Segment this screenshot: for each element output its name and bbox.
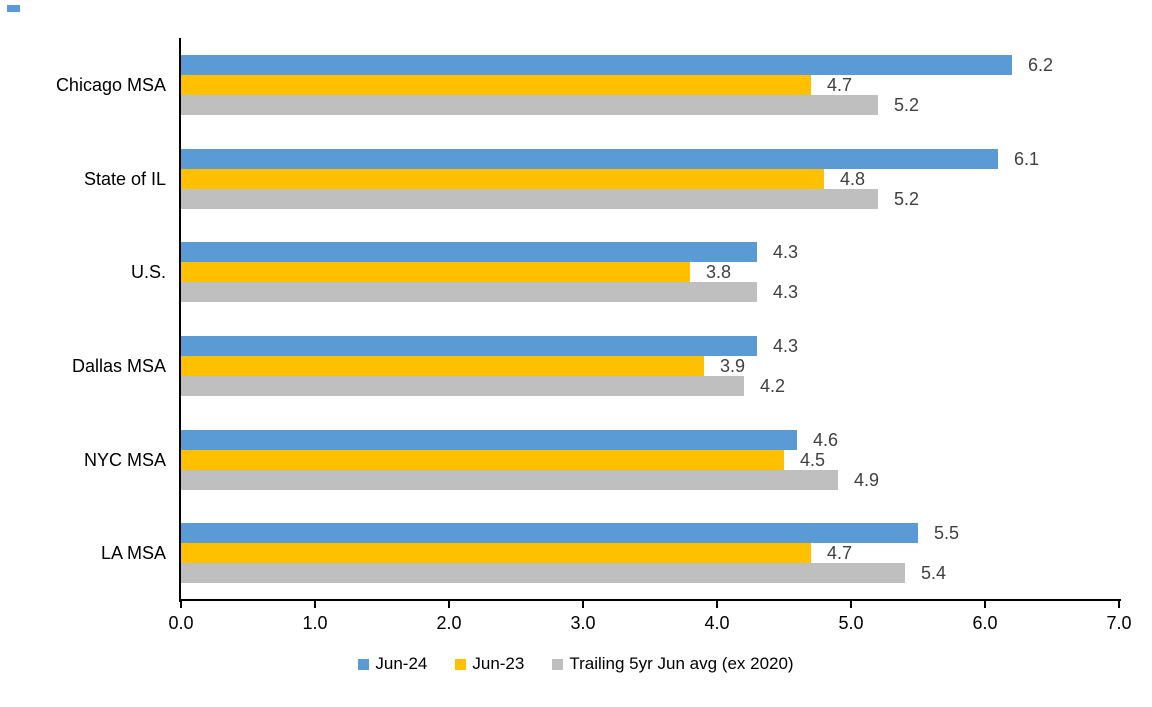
- bar-jun-23: [181, 356, 704, 376]
- category-label: State of IL: [83, 169, 166, 189]
- bar-trailing-5yr-jun-avg-ex-2020: [181, 95, 878, 115]
- value-label: 4.7: [827, 75, 853, 95]
- x-tick-label: 1.0: [302, 613, 328, 633]
- bar-trailing-5yr-jun-avg-ex-2020: [181, 376, 744, 396]
- x-axis-tick: [1118, 601, 1120, 608]
- x-axis-tick: [850, 601, 852, 608]
- value-label: 4.3: [773, 282, 799, 302]
- stray-blue-mark: [7, 5, 20, 12]
- x-tick-label: 0.0: [168, 613, 194, 633]
- x-tick-label: 2.0: [436, 613, 462, 633]
- x-axis-tick: [984, 601, 986, 608]
- bar-jun-23: [181, 75, 811, 95]
- value-label: 4.8: [840, 169, 866, 189]
- plot-area: 0.0 1.0 2.0 3.0 4.0 5.0 6.0 7.0 Chicago MSA 6.2 4.…: [55, 38, 1132, 633]
- bar-jun-24: [181, 149, 998, 169]
- legend: Jun-24 Jun-23 Trailing 5yr Jun avg (ex 202…: [0, 652, 1152, 676]
- category-label: Dallas MSA: [71, 356, 166, 376]
- bar-jun-24: [181, 523, 918, 543]
- y-axis-line: [179, 38, 181, 602]
- x-axis-tick: [716, 601, 718, 608]
- value-label: 4.7: [827, 543, 853, 563]
- bar-jun-23: [181, 169, 824, 189]
- x-tick-label: 7.0: [1106, 613, 1132, 633]
- bar-trailing-5yr-jun-avg-ex-2020: [181, 470, 838, 490]
- value-label: 5.2: [894, 189, 920, 209]
- x-axis-tick: [582, 601, 584, 608]
- x-tick-label: 3.0: [570, 613, 596, 633]
- legend-label: Jun-23: [472, 654, 525, 673]
- x-axis-tick: [180, 601, 182, 608]
- bar-jun-23: [181, 450, 784, 470]
- value-label: 4.2: [760, 376, 786, 396]
- bar-jun-24: [181, 430, 797, 450]
- category-label: LA MSA: [100, 543, 166, 563]
- value-label: 4.3: [773, 336, 799, 356]
- value-label: 6.1: [1014, 149, 1040, 169]
- legend-swatch-jun-23-icon: [455, 658, 467, 670]
- category-label: U.S.: [130, 262, 166, 282]
- legend-label: Jun-24: [375, 654, 428, 673]
- x-tick-label: 5.0: [838, 613, 864, 633]
- x-axis-line: [179, 599, 1121, 601]
- value-label: 5.4: [921, 563, 947, 583]
- bar-jun-24: [181, 336, 757, 356]
- bar-jun-23: [181, 262, 690, 282]
- bar-jun-24: [181, 242, 757, 262]
- value-label: 3.9: [720, 356, 746, 376]
- bar-jun-23: [181, 543, 811, 563]
- category-label: Chicago MSA: [55, 75, 166, 95]
- bar-trailing-5yr-jun-avg-ex-2020: [181, 563, 905, 583]
- value-label: 4.6: [813, 430, 839, 450]
- bar-trailing-5yr-jun-avg-ex-2020: [181, 189, 878, 209]
- value-label: 3.8: [706, 262, 732, 282]
- value-label: 4.9: [854, 470, 880, 490]
- value-label: 4.5: [800, 450, 826, 470]
- x-axis-tick: [448, 601, 450, 608]
- category-label: NYC MSA: [83, 450, 166, 470]
- x-tick-label: 4.0: [704, 613, 730, 633]
- legend-label: Trailing 5yr Jun avg (ex 2020): [569, 654, 794, 673]
- legend-item-jun-23: Jun-23: [455, 654, 524, 674]
- bar-trailing-5yr-jun-avg-ex-2020: [181, 282, 757, 302]
- legend-item-trailing-5yr-jun-avg-ex-2020: Trailing 5yr Jun avg (ex 2020): [552, 654, 794, 674]
- value-label: 5.2: [894, 95, 920, 115]
- bar-jun-24: [181, 55, 1012, 75]
- x-axis-tick: [314, 601, 316, 608]
- legend-item-jun-24: Jun-24: [358, 654, 427, 674]
- legend-swatch-jun-24-icon: [358, 658, 370, 670]
- value-label: 4.3: [773, 242, 799, 262]
- legend-swatch-trailing-5yr-jun-avg-ex-2020-icon: [552, 658, 564, 670]
- value-label: 5.5: [934, 523, 960, 543]
- x-tick-label: 6.0: [972, 613, 998, 633]
- value-label: 6.2: [1028, 55, 1054, 75]
